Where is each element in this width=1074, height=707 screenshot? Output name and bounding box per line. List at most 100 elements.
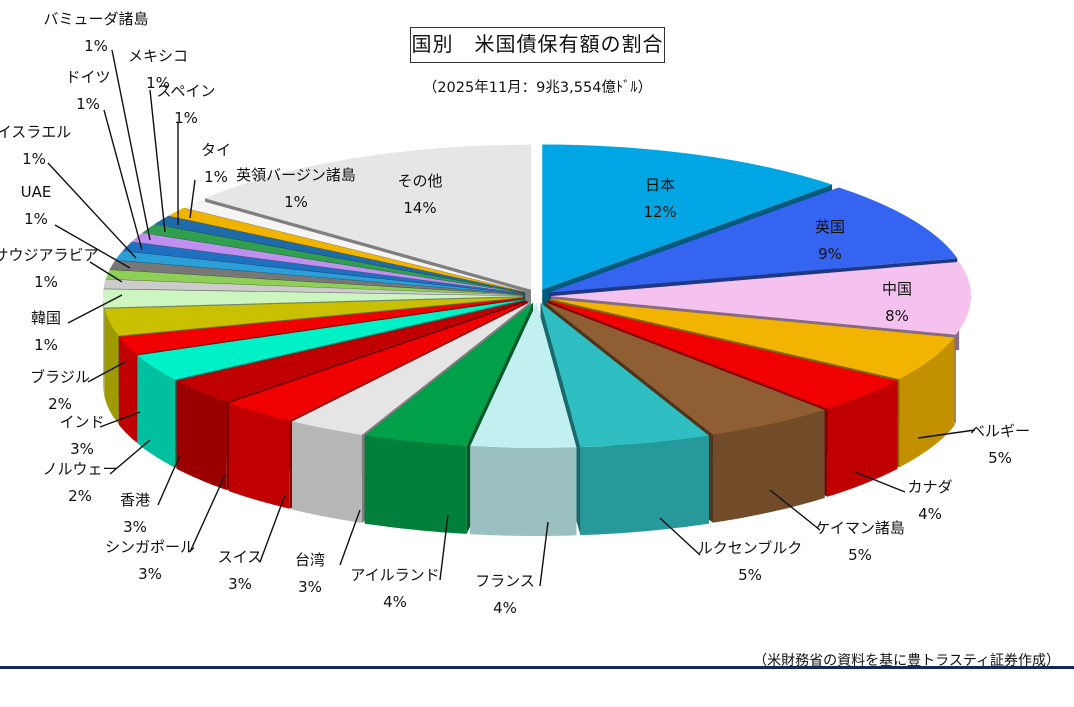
slice-18 bbox=[105, 269, 524, 296]
slice-value-label: 14% bbox=[403, 199, 436, 217]
slice-value-label: 12% bbox=[643, 203, 676, 221]
leader-line bbox=[87, 361, 126, 383]
slice-name-label: ケイマン諸島 bbox=[815, 519, 905, 537]
slice-8 bbox=[470, 302, 577, 448]
slice-value-label: 3% bbox=[228, 575, 252, 593]
slice-value-label: 3% bbox=[123, 518, 147, 536]
slice-outer-wall bbox=[119, 336, 137, 443]
slice-name-label: スペイン bbox=[157, 82, 216, 100]
slice-name-label: フランス bbox=[475, 572, 535, 590]
slice-value-label: 1% bbox=[174, 109, 198, 127]
slice-outer-wall bbox=[137, 355, 175, 468]
leader-line bbox=[149, 89, 166, 233]
pie-tops bbox=[103, 144, 971, 448]
slice-value-label: 5% bbox=[848, 546, 872, 564]
slice-17 bbox=[103, 279, 524, 296]
slice-19 bbox=[109, 260, 524, 295]
slice-value-label: 1% bbox=[22, 150, 46, 168]
slice-value-label: 4% bbox=[383, 593, 407, 611]
slice-name-label: メキシコ bbox=[128, 47, 188, 65]
slice-name-label: バミューダ諸島 bbox=[43, 10, 148, 28]
slice-value-label: 5% bbox=[738, 566, 762, 584]
slice-name-label: アイルランド bbox=[350, 566, 439, 584]
bottom-rule bbox=[0, 666, 1074, 669]
slice-25 bbox=[168, 208, 526, 293]
slice-value-label: 1% bbox=[146, 74, 170, 92]
slice-outer-wall bbox=[580, 435, 709, 536]
slice-14 bbox=[118, 298, 524, 355]
slice-26 bbox=[183, 200, 526, 292]
slice-name-label: 英国 bbox=[815, 218, 845, 236]
slice-value-label: 2% bbox=[48, 395, 72, 413]
leader-line bbox=[189, 474, 226, 553]
slice-22 bbox=[131, 233, 525, 294]
slice-value-label: 3% bbox=[138, 565, 162, 583]
slice-value-label: 1% bbox=[84, 37, 108, 55]
leader-line bbox=[539, 521, 549, 587]
slice-value-label: 1% bbox=[76, 95, 100, 113]
leader-line bbox=[109, 439, 151, 475]
slice-16 bbox=[103, 289, 524, 308]
slice-name-label: 韓国 bbox=[31, 309, 61, 327]
slice-outer-wall bbox=[104, 308, 119, 424]
slice-name-label: タイ bbox=[201, 141, 231, 159]
slice-24 bbox=[154, 216, 525, 293]
slice-name-label: 香港 bbox=[120, 491, 150, 509]
slice-value-label: 5% bbox=[988, 449, 1012, 467]
slice-value-label: 1% bbox=[34, 273, 58, 291]
slice-name-label: ノルウェー bbox=[42, 460, 117, 478]
slice-value-label: 4% bbox=[493, 599, 517, 617]
slice-7 bbox=[540, 302, 709, 448]
slice-value-label: 1% bbox=[204, 168, 228, 186]
slice-name-label: インド bbox=[59, 413, 104, 431]
leader-line bbox=[189, 179, 196, 219]
slice-value-label: 4% bbox=[918, 505, 942, 523]
leader-line bbox=[854, 471, 906, 493]
slice-outer-wall bbox=[827, 380, 898, 497]
slice-value-label: 1% bbox=[284, 193, 308, 211]
leader-line bbox=[259, 494, 286, 563]
slice-1 bbox=[542, 144, 833, 290]
slice-outer-wall bbox=[176, 380, 227, 491]
slice-9 bbox=[364, 302, 534, 446]
slice-4 bbox=[549, 298, 955, 380]
leader-line bbox=[99, 411, 141, 428]
slice-6 bbox=[544, 301, 825, 435]
slice-value-label: 1% bbox=[34, 336, 58, 354]
leader-line bbox=[67, 294, 123, 324]
slice-value-label: 1% bbox=[24, 210, 48, 228]
slice-27 bbox=[205, 144, 531, 290]
slice-10 bbox=[292, 302, 531, 435]
slice-13 bbox=[137, 299, 525, 380]
leader-line bbox=[89, 261, 123, 283]
slice-12 bbox=[176, 300, 527, 403]
chart-title: 国別 米国債保有額の割合 bbox=[410, 27, 665, 63]
slice-21 bbox=[122, 241, 524, 294]
slice-name-label: サウジアラビア bbox=[0, 246, 99, 264]
slice-23 bbox=[142, 224, 525, 293]
slice-value-label: 2% bbox=[68, 487, 92, 505]
slice-value-label: 8% bbox=[885, 307, 909, 325]
slice-2 bbox=[549, 187, 958, 293]
slice-value-label: 3% bbox=[298, 578, 322, 596]
slice-name-label: ベルギー bbox=[970, 422, 1030, 440]
leader-line bbox=[439, 514, 449, 581]
slice-20 bbox=[115, 251, 524, 295]
slice-value-label: 9% bbox=[818, 245, 842, 263]
slice-value-label: 3% bbox=[70, 440, 94, 458]
slice-name-label: 台湾 bbox=[295, 551, 325, 569]
slice-5 bbox=[547, 300, 898, 409]
leader-lines bbox=[47, 49, 976, 587]
slice-outer-wall bbox=[103, 296, 105, 396]
slice-15 bbox=[104, 297, 524, 336]
slice-name-label: ルクセンブルク bbox=[698, 539, 803, 557]
leader-line bbox=[339, 509, 361, 566]
slice-outer-wall bbox=[364, 435, 467, 534]
slice-outer-wall bbox=[292, 421, 362, 523]
slice-3 bbox=[550, 261, 971, 335]
slice-name-label: UAE bbox=[21, 183, 52, 201]
slice-name-label: その他 bbox=[397, 172, 442, 190]
slice-11 bbox=[228, 301, 529, 421]
slice-name-label: カナダ bbox=[907, 478, 952, 496]
